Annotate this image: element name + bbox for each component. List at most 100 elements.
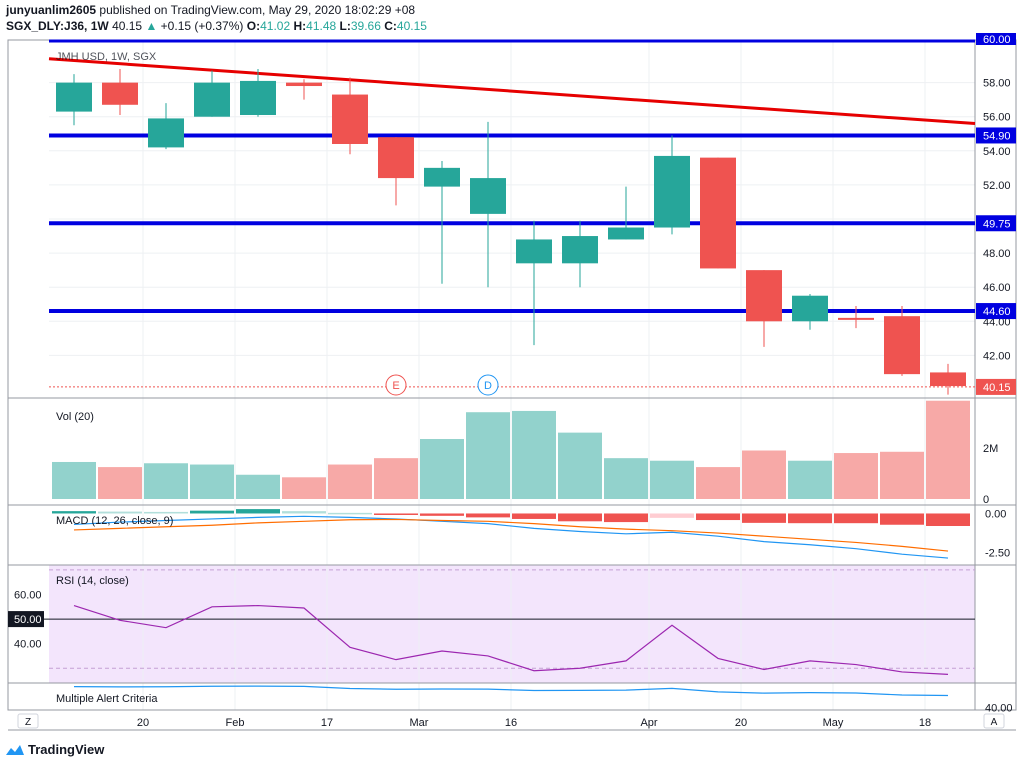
volume-bar	[558, 432, 602, 499]
price-axis-tick: 44.00	[983, 316, 1011, 328]
low-label: L:	[339, 19, 351, 33]
time-axis-label: 20	[137, 717, 149, 729]
time-axis-label: 17	[321, 717, 333, 729]
candle-body	[378, 137, 414, 179]
macd-histogram-bar	[236, 509, 280, 514]
brand-name: TradingView	[28, 742, 105, 757]
volume-bar	[604, 458, 648, 499]
macd-histogram-bar	[144, 511, 188, 514]
alert-criteria-line	[73, 685, 949, 697]
price-change: +0.15 (+0.37%)	[160, 19, 244, 33]
candle-body	[838, 317, 874, 320]
time-axis-label: 16	[505, 717, 517, 729]
volume-bar	[512, 410, 556, 499]
rsi-background	[49, 565, 975, 683]
time-axis-label: 20	[735, 717, 747, 729]
macd-histogram-bar	[98, 511, 142, 514]
macd-axis-tick: 0.00	[985, 508, 1006, 520]
macd-histogram-bar	[512, 513, 556, 519]
up-arrow-icon: ▲	[145, 19, 158, 33]
rsi-midline-label-bg	[8, 611, 44, 628]
candle-body	[286, 82, 322, 87]
candle-body	[240, 80, 276, 116]
macd-histogram-bar	[558, 513, 602, 522]
volume-bar	[926, 400, 970, 499]
volume-bar	[52, 461, 96, 499]
macd-histogram-bar	[650, 513, 694, 518]
macd-axis-tick: -2.50	[985, 548, 1010, 560]
price-axis-tick: 54.00	[983, 146, 1011, 158]
price-axis-tick: 58.00	[983, 78, 1011, 90]
macd-histogram-bar	[926, 513, 970, 526]
price-axis-tick: 42.00	[983, 350, 1011, 362]
symbol-line: SGX_DLY:J36, 1W 40.15 ▲ +0.15 (+0.37%) O…	[6, 19, 427, 33]
low-value: 39.66	[350, 19, 381, 33]
volume-axis-tick: 0	[983, 494, 989, 506]
price-axis-tick: 48.00	[983, 248, 1011, 260]
open-value: 41.02	[260, 19, 291, 33]
volume-bar	[696, 467, 740, 499]
macd-histogram-bar	[374, 513, 418, 515]
hline-label-bg	[976, 303, 1016, 320]
volume-bar	[374, 458, 418, 499]
auto-scale-button[interactable]	[983, 713, 1005, 729]
candle-body	[148, 118, 184, 148]
price-pane-title: JMH USD, 1W, SGX	[56, 51, 157, 63]
tradingview-logo[interactable]: TradingView	[6, 742, 104, 757]
volume-bar	[742, 450, 786, 499]
time-axis-label: Apr	[640, 717, 657, 729]
volume-bar	[282, 477, 326, 499]
candle-body	[608, 227, 644, 240]
macd-line	[73, 515, 949, 559]
candle-body	[424, 167, 460, 187]
alert-pane-title: Multiple Alert Criteria	[56, 693, 158, 705]
macd-histogram-bar	[466, 513, 510, 518]
macd-histogram-bar	[742, 513, 786, 523]
rsi-midline-label: 50.00	[14, 614, 42, 626]
rsi-line	[73, 604, 949, 675]
volume-bar	[144, 463, 188, 499]
candle-body	[930, 372, 966, 387]
candle-body	[700, 157, 736, 269]
last-price: 40.15	[112, 19, 143, 33]
macd-histogram-bar	[420, 513, 464, 516]
candle-body	[654, 155, 690, 228]
price-axis-tick: 56.00	[983, 112, 1011, 124]
event-label: E	[392, 380, 399, 392]
macd-histogram-bar	[834, 513, 878, 524]
candle-body	[332, 94, 368, 144]
high-value: 41.48	[306, 19, 337, 33]
candle-body	[194, 82, 230, 117]
event-label: D	[484, 380, 492, 392]
author-name[interactable]: junyuanlim2605	[6, 3, 97, 17]
volume-axis-tick: 2M	[983, 443, 998, 455]
publish-line: junyuanlim2605 published on TradingView.…	[6, 3, 415, 17]
volume-bar	[236, 474, 280, 499]
chart-canvas[interactable]: 42.00 44.00 46.00 48.00 50.00 52.00 54.00 56.00…	[0, 0, 1024, 740]
volume-bar	[190, 464, 234, 499]
volume-bar	[834, 453, 878, 499]
open-label: O:	[246, 19, 261, 33]
alert-axis-tick: 40.00	[985, 703, 1013, 715]
macd-histogram-bar	[52, 511, 96, 514]
volume-bar	[650, 460, 694, 499]
rsi-axis-tick: 60.00	[14, 590, 42, 602]
time-axis-label: May	[823, 717, 844, 729]
volume-bar	[788, 460, 832, 499]
volume-pane-title: Vol (20)	[56, 411, 94, 423]
hline-label-bg	[976, 127, 1016, 144]
macd-histogram-bar	[788, 513, 832, 524]
hline-label: 44.60	[983, 306, 1011, 318]
rsi-axis-tick: 40.00	[14, 639, 42, 651]
signal-line	[73, 518, 949, 552]
candle-body	[516, 239, 552, 264]
candle-body	[562, 236, 598, 264]
close-label: C:	[384, 19, 397, 33]
price-axis-tick: 52.00	[983, 180, 1011, 192]
volume-bar	[420, 439, 464, 499]
publish-info: published on TradingView.com, May 29, 20…	[99, 3, 416, 17]
top-price-label: 60.00	[983, 34, 1011, 46]
rsi-pane-title: RSI (14, close)	[56, 575, 129, 587]
event-marker	[477, 374, 499, 396]
scale-toggle-z[interactable]	[17, 713, 39, 729]
